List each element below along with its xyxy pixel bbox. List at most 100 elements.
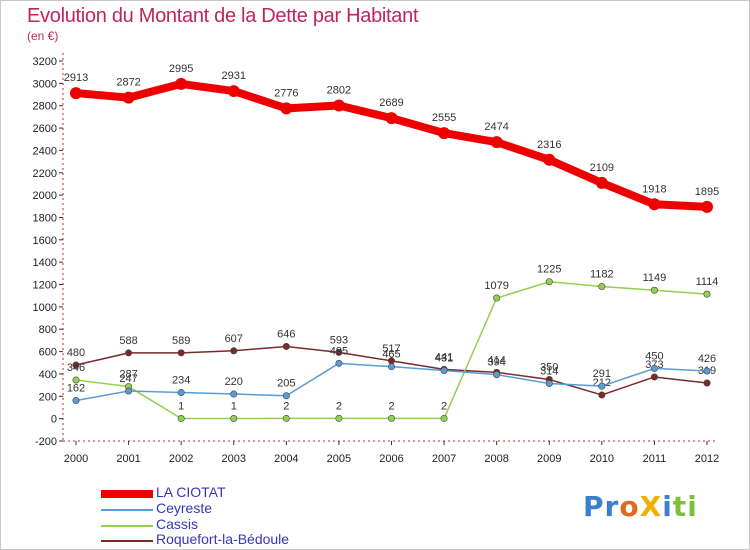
data-label-cassis: 2 — [388, 400, 394, 412]
data-point-la-ciotat — [70, 87, 82, 100]
data-label-roquefort-la-bedoule: 607 — [225, 333, 243, 345]
y-tick-label: 1400 — [33, 257, 57, 269]
data-point-ceyreste — [177, 388, 185, 396]
legend-swatch-ceyreste — [101, 509, 153, 511]
logo-letter-4: i — [662, 490, 673, 523]
data-point-cassis — [335, 414, 343, 422]
data-point-cassis — [493, 294, 501, 302]
data-label-la-ciotat: 1918 — [642, 183, 666, 195]
data-point-cassis — [545, 278, 553, 286]
data-label-ceyreste: 465 — [382, 349, 400, 361]
data-point-roquefort-la-bedoule — [125, 349, 133, 357]
data-point-la-ciotat — [280, 102, 293, 115]
data-point-la-ciotat — [543, 153, 556, 166]
data-label-la-ciotat: 2316 — [537, 139, 561, 151]
data-label-roquefort-la-bedoule: 588 — [119, 335, 137, 347]
data-point-ceyreste — [335, 359, 343, 367]
data-point-ceyreste — [703, 367, 711, 375]
logo-letter-2: o — [619, 490, 640, 523]
data-label-ceyreste: 291 — [593, 368, 611, 380]
data-point-ceyreste — [125, 387, 133, 395]
data-label-cassis: 1114 — [696, 276, 719, 288]
legend-swatch-roquefort-la-bedoule — [101, 540, 153, 542]
data-label-la-ciotat: 2776 — [274, 87, 298, 99]
data-point-ceyreste — [440, 366, 448, 374]
data-point-la-ciotat — [227, 85, 240, 98]
data-label-ceyreste: 394 — [487, 357, 505, 369]
data-label-roquefort-la-bedoule: 646 — [277, 328, 295, 340]
chart-subtitle: (en €) — [27, 29, 59, 43]
data-label-ceyreste: 450 — [645, 350, 663, 362]
y-tick-label: -200 — [35, 436, 57, 448]
data-label-cassis: 1182 — [590, 269, 614, 281]
data-label-ceyreste: 162 — [67, 383, 85, 395]
legend-label-roquefort-la-bedoule: Roquefort-la-Bédoule — [156, 531, 290, 547]
x-tick-label: 2009 — [537, 453, 561, 465]
data-label-roquefort-la-bedoule: 593 — [330, 334, 348, 346]
legend-label-la-ciotat: LA CIOTAT — [156, 484, 226, 500]
x-tick-label: 2001 — [116, 453, 140, 465]
data-point-cassis — [440, 414, 448, 422]
logo-letter-3: X — [639, 490, 663, 523]
data-label-la-ciotat: 2802 — [327, 84, 351, 96]
x-tick-label: 2000 — [64, 453, 88, 465]
legend-swatch-la-ciotat — [101, 490, 153, 498]
data-point-cassis — [598, 283, 606, 291]
data-label-cassis: 1 — [231, 401, 237, 413]
logo-letter-5: t — [672, 490, 688, 523]
y-tick-label: 200 — [39, 391, 57, 403]
y-tick-label: 3200 — [33, 56, 57, 68]
data-label-ceyreste: 205 — [277, 378, 295, 390]
x-tick-label: 2002 — [169, 453, 193, 465]
data-point-la-ciotat — [332, 99, 345, 112]
data-label-roquefort-la-bedoule: 480 — [67, 347, 85, 359]
data-point-la-ciotat — [385, 112, 398, 125]
y-tick-label: 400 — [39, 369, 57, 381]
data-point-roquefort-la-bedoule — [598, 391, 606, 399]
data-point-la-ciotat — [648, 198, 661, 211]
y-tick-label: 1800 — [33, 212, 57, 224]
data-point-roquefort-la-bedoule — [282, 342, 290, 350]
legend-label-ceyreste: Ceyreste — [156, 500, 213, 516]
y-tick-label: 2000 — [33, 190, 57, 202]
data-label-la-ciotat: 1895 — [695, 186, 719, 198]
data-label-ceyreste: 495 — [330, 345, 348, 357]
data-label-roquefort-la-bedoule: 441 — [435, 351, 453, 363]
data-point-roquefort-la-bedoule — [230, 347, 238, 355]
proxiti-logo: ProXiti — [583, 490, 698, 523]
data-label-roquefort-la-bedoule: 589 — [172, 335, 190, 347]
chart-title: Evolution du Montant de la Dette par Hab… — [27, 5, 419, 27]
x-tick-label: 2005 — [327, 453, 351, 465]
data-point-roquefort-la-bedoule — [72, 361, 80, 369]
data-point-ceyreste — [282, 392, 290, 400]
y-tick-label: 1000 — [33, 302, 57, 314]
data-point-ceyreste — [650, 364, 658, 372]
data-point-ceyreste — [230, 390, 238, 398]
data-point-roquefort-la-bedoule — [703, 379, 711, 387]
y-tick-label: 600 — [39, 347, 57, 359]
y-tick-label: 2600 — [33, 123, 57, 135]
data-point-cassis — [703, 290, 711, 298]
data-label-ceyreste: 314 — [540, 366, 558, 378]
data-point-la-ciotat — [438, 127, 451, 140]
x-tick-label: 2007 — [432, 453, 456, 465]
data-label-cassis: 2 — [441, 400, 447, 412]
data-point-la-ciotat — [701, 200, 713, 213]
data-point-cassis — [387, 414, 395, 422]
data-label-roquefort-la-bedoule: 350 — [540, 362, 558, 374]
data-point-cassis — [650, 286, 658, 294]
data-label-la-ciotat: 2474 — [484, 121, 508, 133]
x-tick-label: 2011 — [643, 453, 667, 465]
data-label-ceyreste: 220 — [225, 376, 243, 388]
data-point-roquefort-la-bedoule — [335, 348, 343, 356]
data-point-ceyreste — [493, 371, 501, 379]
data-label-cassis: 1079 — [484, 280, 508, 292]
data-label-roquefort-la-bedoule: 414 — [487, 354, 505, 366]
data-label-la-ciotat: 2555 — [432, 112, 456, 124]
data-label-la-ciotat: 2995 — [169, 63, 193, 75]
y-tick-label: 3000 — [33, 78, 57, 90]
data-point-la-ciotat — [122, 91, 135, 104]
x-tick-label: 2003 — [222, 453, 246, 465]
y-tick-label: 1600 — [33, 235, 57, 247]
data-label-cassis: 2 — [336, 400, 342, 412]
